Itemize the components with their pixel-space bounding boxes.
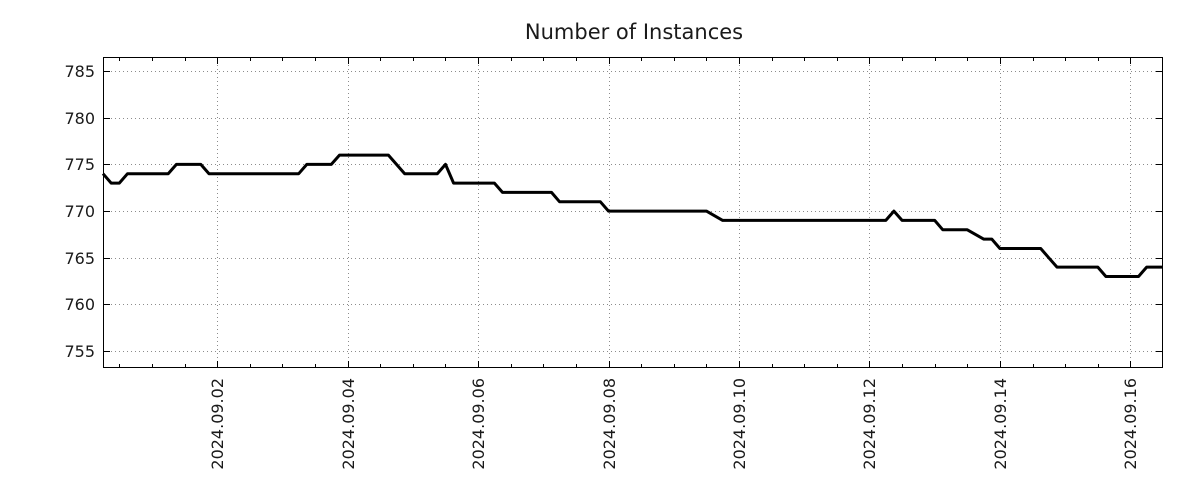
y-tick-label: 775 [64,155,95,174]
plot-border [103,57,1163,368]
x-tick-label: 2024.09.04 [339,378,358,470]
y-tick-label: 765 [64,249,95,268]
series [101,153,1163,278]
y-tick-label: 785 [64,62,95,81]
x-tick-label: 2024.09.02 [208,378,227,470]
y-tick-label: 760 [64,295,95,314]
x-tick-label: 2024.09.10 [730,378,749,470]
x-tick-label: 2024.09.08 [600,378,619,470]
series-line-instances [101,153,1163,278]
y-tick-label: 780 [64,109,95,128]
chart-title: Number of Instances [525,20,743,44]
x-tick-label: 2024.09.06 [469,378,488,470]
gridlines [103,57,1163,368]
y-tick-label: 755 [64,342,95,361]
x-tick-label: 2024.09.12 [860,378,879,470]
x-tick-label: 2024.09.14 [991,378,1010,470]
plot-area: 755 760 765 770 775 780 785 2024.09.02 2024.09.0… [64,57,1163,470]
x-tick-label: 2024.09.16 [1121,378,1140,470]
axes: 755 760 765 770 775 780 785 2024.09.02 2024.09.0… [64,57,1163,470]
y-tick-label: 770 [64,202,95,221]
